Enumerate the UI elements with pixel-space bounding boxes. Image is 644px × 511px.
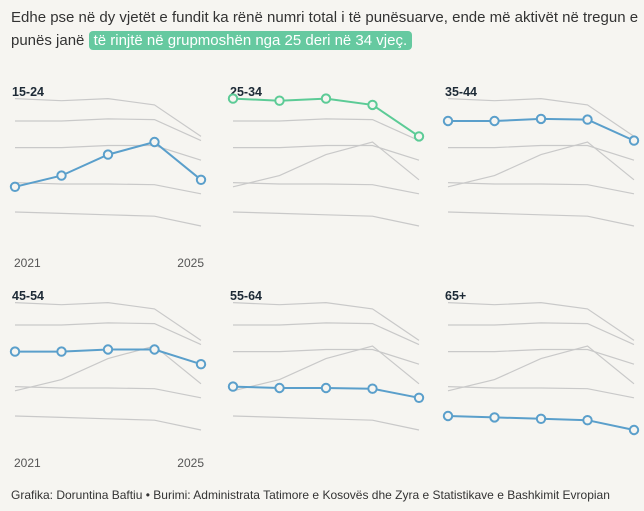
data-point xyxy=(413,131,425,142)
context-line xyxy=(14,301,202,341)
context-line xyxy=(448,322,635,346)
data-point xyxy=(274,382,285,394)
data-point xyxy=(413,392,425,403)
title-highlight: të rinjtë në grupmoshën nga 25 deri në 3… xyxy=(88,31,413,50)
data-point xyxy=(535,413,547,424)
context-line xyxy=(447,345,635,392)
data-point xyxy=(582,114,593,125)
context-line xyxy=(232,141,420,188)
context-line xyxy=(447,141,635,188)
context-line xyxy=(233,118,420,142)
context-line xyxy=(15,322,202,346)
context-line xyxy=(447,301,635,341)
data-point xyxy=(274,95,285,106)
context-line xyxy=(15,144,202,161)
context-line xyxy=(233,322,420,346)
panel-45-54: 45-54 2021 2025 xyxy=(9,289,207,470)
context-line xyxy=(14,386,202,399)
data-point xyxy=(9,346,21,357)
context-line xyxy=(232,182,420,195)
panel-55-64: 55-64 xyxy=(227,289,425,431)
data-point xyxy=(9,181,21,193)
data-point xyxy=(195,174,207,186)
data-point xyxy=(442,115,454,127)
x-tick-label: 2025 xyxy=(177,456,204,470)
data-point xyxy=(195,359,207,370)
data-point xyxy=(149,344,160,355)
panel-title: 55-64 xyxy=(230,289,262,303)
panel-title: 35-44 xyxy=(445,85,477,99)
data-point xyxy=(56,346,67,357)
series-line xyxy=(232,97,420,138)
context-line xyxy=(233,348,420,365)
context-line xyxy=(448,144,635,161)
context-line xyxy=(233,144,420,161)
context-line xyxy=(14,97,202,137)
context-line xyxy=(15,118,202,142)
panel-35-44: 35-44 xyxy=(442,85,640,227)
data-point xyxy=(102,149,114,160)
context-line xyxy=(232,415,420,431)
data-point xyxy=(628,135,640,146)
panel-title: 65+ xyxy=(445,289,466,303)
data-point xyxy=(535,113,547,125)
context-line xyxy=(232,211,420,227)
panel-title: 15-24 xyxy=(12,85,44,99)
context-line xyxy=(447,97,635,137)
data-point xyxy=(149,136,160,148)
data-point xyxy=(367,99,378,111)
data-point xyxy=(582,415,593,426)
data-point xyxy=(227,93,239,104)
context-line xyxy=(14,415,202,431)
context-line xyxy=(447,386,635,399)
title-text: Edhe pse në dy vjetët e fundit ka rënë n… xyxy=(11,9,639,49)
panel-title: 25-34 xyxy=(230,85,262,99)
context-line xyxy=(14,345,202,392)
x-tick-label: 2021 xyxy=(14,456,41,470)
panel-65plus: 65+ xyxy=(442,289,640,436)
context-line xyxy=(447,211,635,227)
data-point xyxy=(628,424,640,436)
context-line xyxy=(14,211,202,227)
data-point xyxy=(367,383,378,394)
context-line xyxy=(232,345,420,392)
data-point xyxy=(489,115,500,127)
data-point xyxy=(489,412,500,423)
data-point xyxy=(320,382,332,394)
data-point xyxy=(102,344,114,355)
context-line xyxy=(14,182,202,195)
series-line xyxy=(14,140,202,188)
context-line xyxy=(448,348,635,365)
data-point xyxy=(56,170,67,181)
panel-25-34: 25-34 xyxy=(227,85,425,227)
data-point xyxy=(442,410,454,422)
context-line xyxy=(232,301,420,341)
x-tick-label: 2025 xyxy=(177,256,204,270)
panel-15-24: 15-24 2021 2025 xyxy=(9,85,207,270)
x-tick-label: 2021 xyxy=(14,256,41,270)
data-point xyxy=(320,93,332,104)
panel-title: 45-54 xyxy=(12,289,44,303)
source-footer: Grafika: Doruntina Baftiu • Burimi: Admi… xyxy=(11,488,610,502)
chart-title: Edhe pse në dy vjetët e fundit ka rënë n… xyxy=(11,6,639,52)
context-line xyxy=(447,182,635,195)
data-point xyxy=(227,381,239,392)
